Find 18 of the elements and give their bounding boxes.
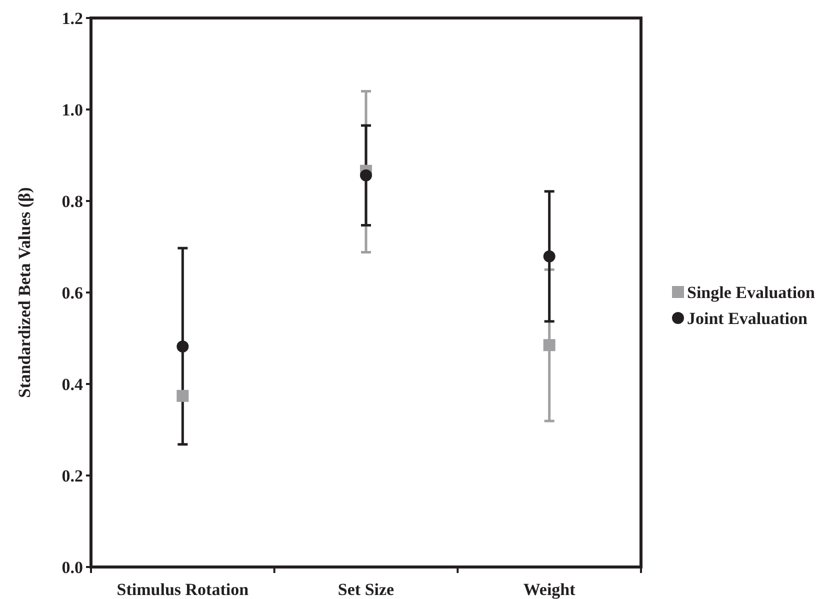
point: [360, 169, 372, 182]
y-axis-title: Standardized Beta Values (β): [15, 187, 34, 398]
y-tick-label: 0.2: [62, 466, 83, 486]
x-tick-label: Set Size: [338, 580, 395, 599]
y-tick-label: 1.0: [62, 100, 83, 120]
y-tick-label: 0.0: [62, 558, 83, 577]
point: [543, 250, 556, 262]
x-tick-label: Stimulus Rotation: [116, 580, 250, 599]
point: [543, 339, 556, 352]
y-tick-label: 0.4: [62, 374, 84, 394]
x-tick-label: Weight: [523, 580, 576, 599]
point: [176, 340, 189, 352]
y-tick-label: 0.8: [62, 192, 83, 211]
legend-label: Joint Evaluation: [687, 308, 808, 328]
point: [176, 390, 189, 402]
legend-label: Single Evaluation: [687, 282, 816, 302]
y-tick-label: 1.2: [62, 8, 83, 28]
y-tick-label: 0.6: [62, 283, 83, 302]
